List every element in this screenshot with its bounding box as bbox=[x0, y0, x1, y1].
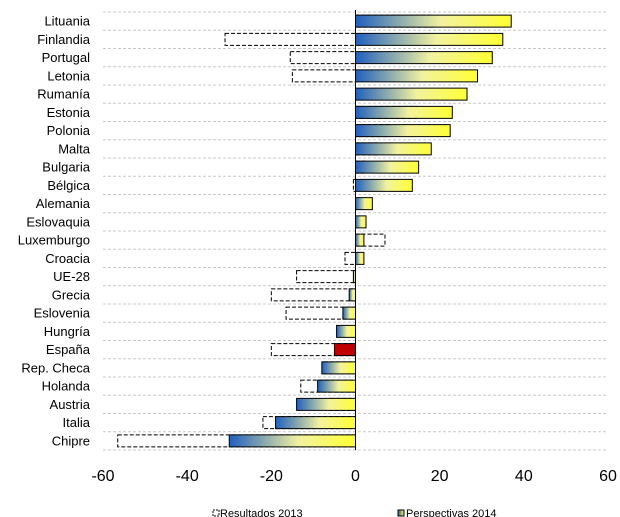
bar-2014-finlandia bbox=[355, 32, 504, 46]
bar-2014-luxemburgo bbox=[355, 233, 365, 247]
x-tick-label: -20 bbox=[260, 468, 283, 485]
category-label-luxemburgo: Luxemburgo bbox=[18, 233, 90, 248]
category-label-rumania: Rumanía bbox=[37, 87, 91, 102]
legend-label-perspectivas-2014: Perspectivas 2014 bbox=[406, 508, 497, 517]
x-tick-label: -40 bbox=[176, 468, 199, 485]
bar-2014-holanda bbox=[317, 379, 356, 393]
legend: Resultados 2013 Perspectivas 2014 bbox=[212, 508, 497, 517]
category-labels: Lituania Finlandia Portugal Letonia Rumanía E… bbox=[18, 14, 91, 449]
bar-2014-espana bbox=[333, 343, 357, 357]
result-2013-grecia bbox=[270, 288, 357, 302]
bar-2014-italia bbox=[275, 416, 356, 430]
category-label-finlandia: Finlandia bbox=[37, 32, 91, 47]
result-2013-finlandia bbox=[224, 32, 356, 46]
bar-2014-eslovenia bbox=[342, 306, 356, 320]
category-label-ue-28: UE-28 bbox=[53, 269, 90, 284]
legend-swatch-perspectivas-2014 bbox=[397, 509, 405, 517]
category-label-hungria: Hungría bbox=[44, 324, 91, 339]
bar-2014-austria bbox=[296, 397, 357, 411]
category-label-malta: Malta bbox=[58, 141, 91, 156]
bar-2014-croacia bbox=[355, 251, 365, 265]
bar-2014-hungria bbox=[336, 324, 356, 338]
x-tick-label: 40 bbox=[515, 468, 533, 485]
x-tick-label: 0 bbox=[351, 468, 360, 485]
bar-2014-alemania bbox=[355, 197, 373, 211]
category-label-italia: Italia bbox=[63, 415, 91, 430]
category-label-holanda: Holanda bbox=[42, 379, 91, 394]
category-label-eslovenia: Eslovenia bbox=[34, 306, 91, 321]
x-tick-label: 60 bbox=[599, 468, 617, 485]
category-label-belgica: Bélgica bbox=[47, 178, 90, 193]
legend-label-resultados-2013: Resultados 2013 bbox=[220, 508, 303, 517]
category-label-lituania: Lituania bbox=[44, 14, 90, 29]
bar-2014-rep-checa bbox=[321, 361, 357, 375]
x-axis-tick-labels: -60 -40 -20 0 20 40 60 bbox=[91, 468, 617, 485]
bar-2014-polonia bbox=[355, 124, 451, 138]
legend-swatch-resultados-2013 bbox=[212, 509, 220, 517]
category-label-espana: España bbox=[46, 342, 91, 357]
bar-2014-chipre bbox=[228, 434, 356, 448]
bar-2014-portugal bbox=[355, 51, 493, 65]
bar-2014-belgica bbox=[355, 178, 413, 192]
bar-2014-lituania bbox=[355, 14, 512, 28]
x-tick-label: -60 bbox=[91, 468, 114, 485]
x-tick-label: 20 bbox=[431, 468, 449, 485]
category-label-eslovaquia: Eslovaquia bbox=[26, 214, 90, 229]
bar-2014-bulgaria bbox=[355, 160, 420, 174]
bar-2014-letonia bbox=[355, 69, 479, 83]
result-2013-portugal bbox=[289, 51, 357, 65]
category-label-estonia: Estonia bbox=[47, 105, 91, 120]
bar-2014-rumania bbox=[355, 87, 468, 101]
category-label-letonia: Letonia bbox=[47, 68, 90, 83]
category-label-chipre: Chipre bbox=[52, 433, 90, 448]
category-label-bulgaria: Bulgaria bbox=[42, 160, 90, 175]
bar-2014-eslovaquia bbox=[355, 215, 367, 229]
category-label-portugal: Portugal bbox=[42, 50, 91, 65]
result-2013-ue-28 bbox=[296, 270, 357, 284]
result-2013-luxemburgo bbox=[355, 233, 386, 247]
category-label-grecia: Grecia bbox=[52, 287, 91, 302]
category-label-croacia: Croacia bbox=[45, 251, 91, 266]
bar-2014-estonia bbox=[355, 105, 453, 119]
result-2013-croacia bbox=[344, 251, 356, 265]
bar-2014-grecia bbox=[348, 288, 356, 302]
category-label-austria: Austria bbox=[50, 397, 91, 412]
category-label-alemania: Alemania bbox=[36, 196, 91, 211]
category-label-rep-checa: Rep. Checa bbox=[21, 360, 90, 375]
result-2013-letonia bbox=[291, 69, 356, 83]
bar-2014-malta bbox=[355, 142, 432, 156]
category-label-polonia: Polonia bbox=[47, 123, 91, 138]
